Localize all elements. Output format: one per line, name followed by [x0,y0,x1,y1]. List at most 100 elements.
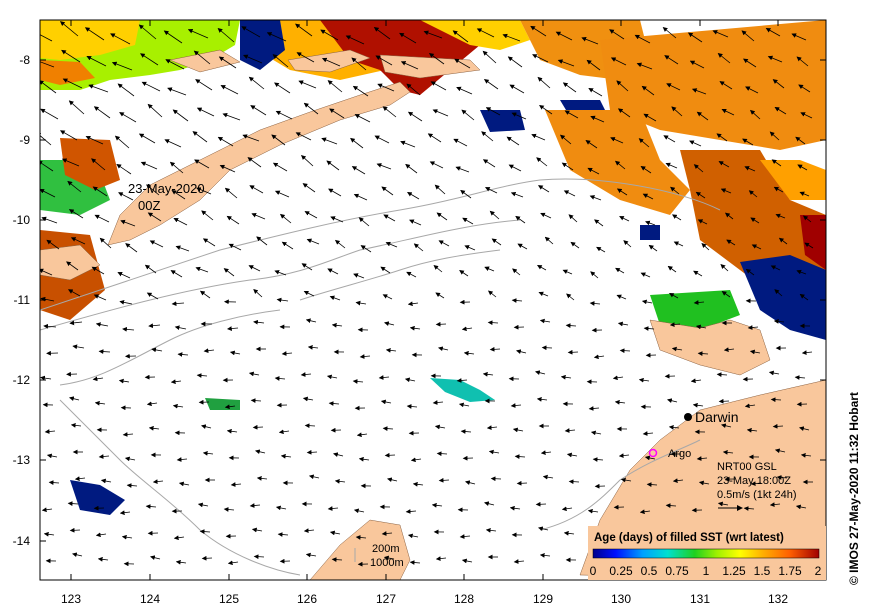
current-arrow [698,480,710,486]
current-arrow [223,507,235,512]
current-arrow [333,452,344,457]
current-arrow [561,162,574,171]
current-arrow [320,29,339,41]
current-arrow [187,28,209,39]
current-arrow [434,424,446,430]
current-arrow [382,294,393,300]
current-arrow [619,216,630,222]
current-arrow [373,27,391,40]
current-arrow [516,349,527,354]
current-arrow [354,114,371,123]
current-arrow [460,429,472,434]
current-arrow [542,474,554,480]
current-arrow [458,402,470,408]
current-arrow [218,56,237,69]
current-arrow [352,85,369,97]
current-arrow [67,180,82,193]
current-arrow [86,56,107,67]
current-arrow [74,476,86,482]
current-arrow [513,559,525,564]
current-arrow [638,377,650,383]
colorbar-tick-label: 1 [703,564,710,578]
current-arrow [459,534,471,539]
current-arrow [250,105,267,116]
current-arrow [61,49,81,63]
current-arrow [695,191,706,199]
current-arrow [301,263,313,271]
current-arrow [224,404,236,410]
current-arrow [719,81,733,90]
current-arrow [326,160,340,171]
current-arrow [506,136,520,146]
current-arrow [308,474,320,480]
current-arrow [544,236,554,245]
current-arrow [328,188,342,197]
current-arrow [696,456,708,461]
current-arrow [778,237,788,245]
current-arrow [203,348,215,354]
current-arrow [69,320,83,326]
current-source-label: NRT00 GSL [717,461,777,473]
current-arrow [490,476,502,482]
current-arrow [538,185,550,193]
current-arrow [774,106,787,115]
current-arrow [201,555,213,561]
current-arrow [266,32,287,42]
current-arrow [378,375,390,380]
argo-marker [648,448,658,458]
current-arrow [721,108,735,116]
current-arrow [385,347,397,353]
current-arrow [280,453,292,459]
current-arrow [696,111,709,121]
current-arrow [249,503,261,508]
current-arrow [303,290,315,297]
current-arrow [773,319,785,324]
current-arrow [540,450,552,456]
current-arrow [169,161,184,174]
current-arrow [617,108,631,118]
current-arrow [152,479,164,484]
current-arrow [85,135,104,145]
current-arrow [435,292,445,299]
current-arrow [331,557,343,562]
current-arrow [643,326,655,331]
current-arrow [68,209,84,219]
current-arrow [197,502,209,508]
current-arrow [536,396,548,402]
current-arrow [671,346,683,352]
current-arrow [40,160,54,172]
current-arrow [799,426,810,431]
current-arrow [751,244,762,250]
current-arrow [464,245,476,251]
current-arrow [117,271,131,279]
current-arrow [272,54,289,68]
current-arrow [491,238,502,246]
current-arrow [530,25,547,37]
current-arrow [596,246,606,253]
current-arrow [747,325,759,330]
current-arrow [302,183,316,193]
current-arrow [799,191,810,197]
current-arrow [717,52,731,64]
axis-ticks [40,20,826,580]
current-arrow [796,56,809,67]
current-arrow [609,29,625,40]
current-arrow [177,352,189,357]
current-arrow [750,109,761,120]
current-arrow [693,164,704,173]
current-arrow [328,401,340,406]
current-arrow [462,217,474,225]
lon-tick-label: 129 [533,592,553,606]
current-arrow [119,299,133,305]
current-arrow [249,185,264,194]
lat-tick-label: -13 [13,453,31,467]
current-arrow [570,241,580,249]
current-arrow [665,503,677,508]
current-arrow [482,50,497,64]
current-arrow [507,56,523,68]
current-arrow [673,241,684,247]
current-arrow [431,502,443,508]
current-arrow [663,135,676,143]
current-arrow [423,30,443,39]
current-arrow [201,210,214,221]
